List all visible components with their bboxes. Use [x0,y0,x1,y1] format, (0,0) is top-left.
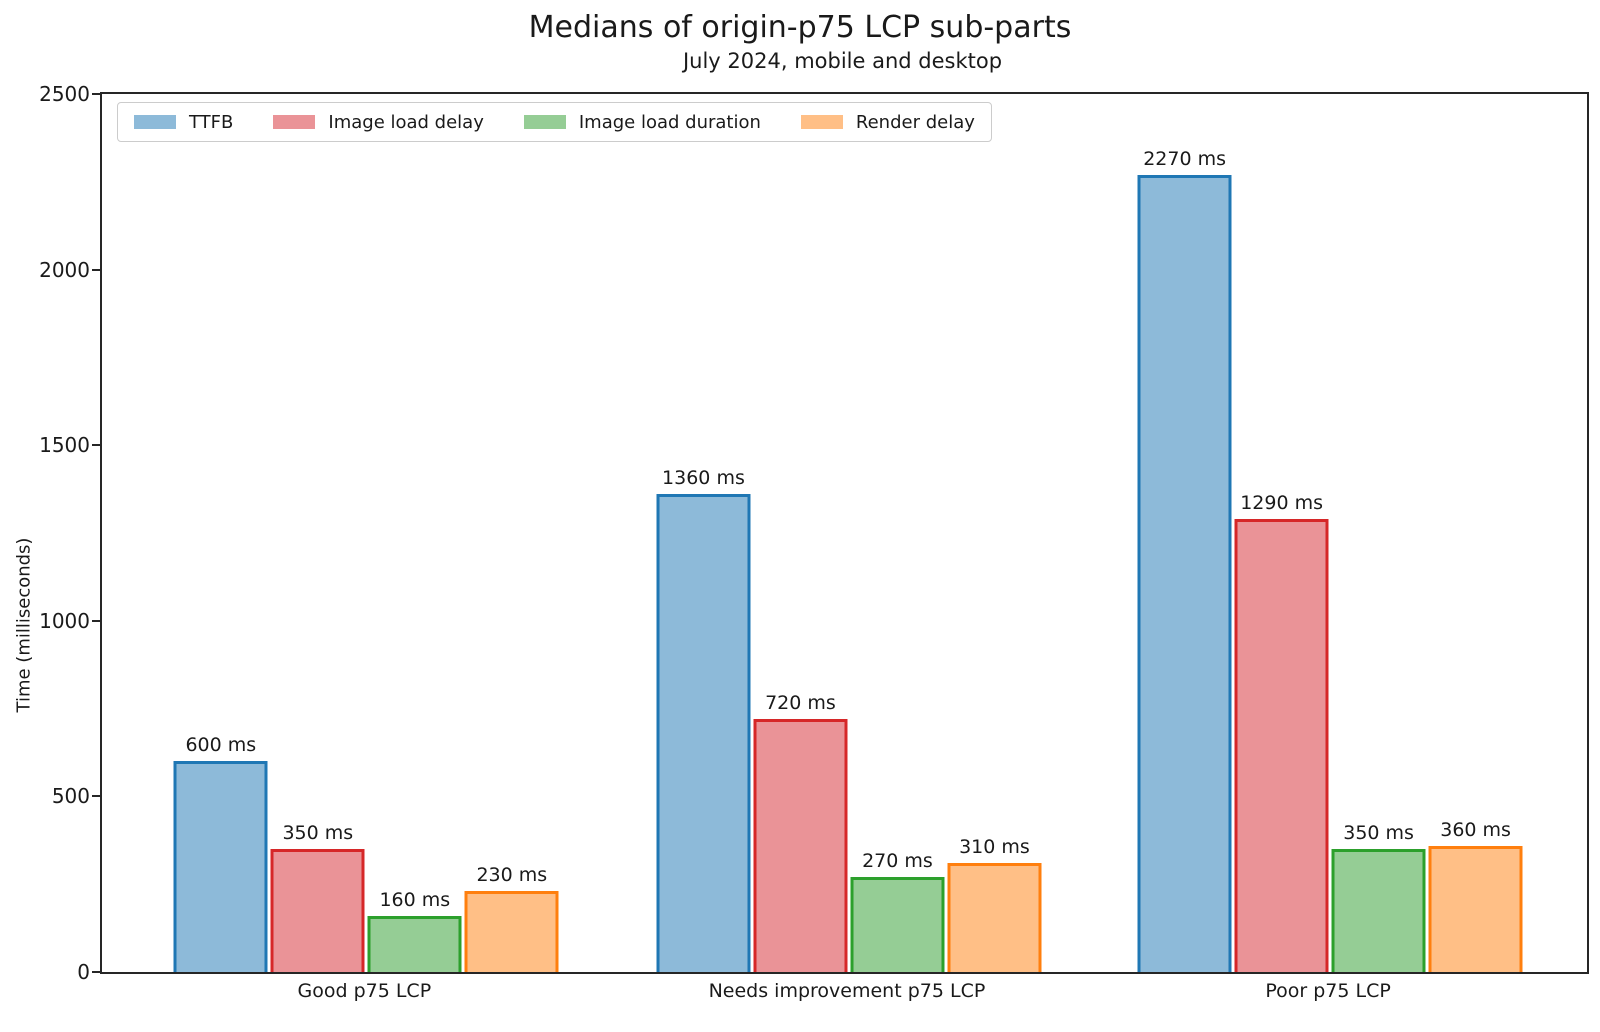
y-tick-label: 2500 [39,82,90,106]
bar-cell: 1360 ms [656,467,751,972]
bar-image-load-duration-needs-improvement-p75-lcp [850,877,945,972]
y-tick-mark [92,93,102,95]
bar-group-good-p75-lcp: 600 ms 350 ms 160 ms 230 ms [173,734,559,972]
legend-label: Render delay [855,111,975,133]
bar-cell: 350 ms [270,822,365,972]
legend-swatch-image-load-duration [523,115,566,129]
legend-swatch-render-delay [800,115,843,129]
bar-cell: 1290 ms [1234,492,1329,972]
bar-cell: 720 ms [753,692,848,972]
bar-cell: 160 ms [367,889,462,972]
y-tick-label: 1000 [39,608,90,633]
chart-subtitle: July 2024, mobile and desktop [682,49,1003,73]
x-category-label-needs-improvement-p75-lcp: Needs improvement p75 LCP [708,980,986,1002]
bar-ttfb-needs-improvement-p75-lcp [656,494,751,972]
bar-cell: 230 ms [464,864,559,972]
bar-image-load-duration-good-p75-lcp [367,916,462,972]
y-tick-mark [92,619,102,622]
legend-item-image-load-duration: Image load duration [523,111,761,133]
legend-item-image-load-delay: Image load delay [273,111,484,133]
x-category-label-good-p75-lcp: Good p75 LCP [297,980,432,1002]
y-tick-label: 1500 [39,433,90,458]
bar-render-delay-needs-improvement-p75-lcp [947,863,1042,972]
bar-value-label: 360 ms [1440,819,1511,841]
legend-swatch-image-load-delay [273,115,316,129]
bar-cell: 310 ms [947,836,1042,972]
bar-value-label: 600 ms [185,734,257,756]
y-tick-mark [92,268,102,271]
y-tick-label: 500 [51,784,90,809]
chart-title: Medians of origin-p75 LCP sub-parts [528,10,1072,45]
bar-image-load-delay-needs-improvement-p75-lcp [753,719,848,972]
legend-label: TTFB [189,111,234,133]
bar-value-label: 230 ms [476,864,548,886]
bar-value-label: 310 ms [959,836,1030,858]
bar-value-label: 1290 ms [1240,492,1323,514]
bar-value-label: 160 ms [379,889,451,911]
bar-value-label: 720 ms [765,692,836,714]
bar-value-label: 350 ms [282,822,354,844]
plot-area: Time (milliseconds) 0 500 1000 1500 2000 2500… [14,82,1589,984]
bar-image-load-delay-poor-p75-lcp [1234,519,1329,972]
bar-value-label: 2270 ms [1143,148,1226,170]
bar-cell: 360 ms [1428,819,1523,972]
bar-render-delay-poor-p75-lcp [1428,846,1523,972]
bar-image-load-duration-poor-p75-lcp [1331,849,1426,972]
bar-value-label: 270 ms [862,850,933,872]
legend-label: Image load delay [328,111,484,133]
bar-group-needs-improvement-p75-lcp: 1360 ms 720 ms 270 ms 310 ms [656,467,1042,972]
bar-render-delay-good-p75-lcp [464,891,559,972]
bar-cell: 600 ms [173,734,268,972]
legend-item-ttfb: TTFB [134,112,233,133]
y-tick-label: 2000 [39,257,90,282]
legend-swatch-ttfb [134,115,176,129]
bar-value-label: 1360 ms [662,467,745,489]
bar-value-label: 350 ms [1343,822,1414,844]
legend: TTFB Image load delay Image load duration R… [117,102,992,142]
bar-image-load-delay-good-p75-lcp [270,849,365,972]
x-category-label-poor-p75-lcp: Poor p75 LCP [1265,980,1391,1002]
bar-group-poor-p75-lcp: 2270 ms 1290 ms 350 ms 360 ms [1137,148,1523,972]
bar-ttfb-good-p75-lcp [173,761,268,972]
y-axis-label: Time (milliseconds) [13,537,35,713]
legend-label: Image load duration [578,111,761,133]
bar-cell: 270 ms [850,850,945,972]
y-tick-mark [92,444,102,447]
legend-item-render-delay: Render delay [800,111,975,133]
y-tick-mark [92,971,102,973]
bar-cell: 2270 ms [1137,148,1232,972]
bar-cell: 350 ms [1331,822,1426,972]
y-tick-label: 0 [77,960,90,984]
bar-ttfb-poor-p75-lcp [1137,175,1232,972]
y-tick-mark [92,795,102,798]
